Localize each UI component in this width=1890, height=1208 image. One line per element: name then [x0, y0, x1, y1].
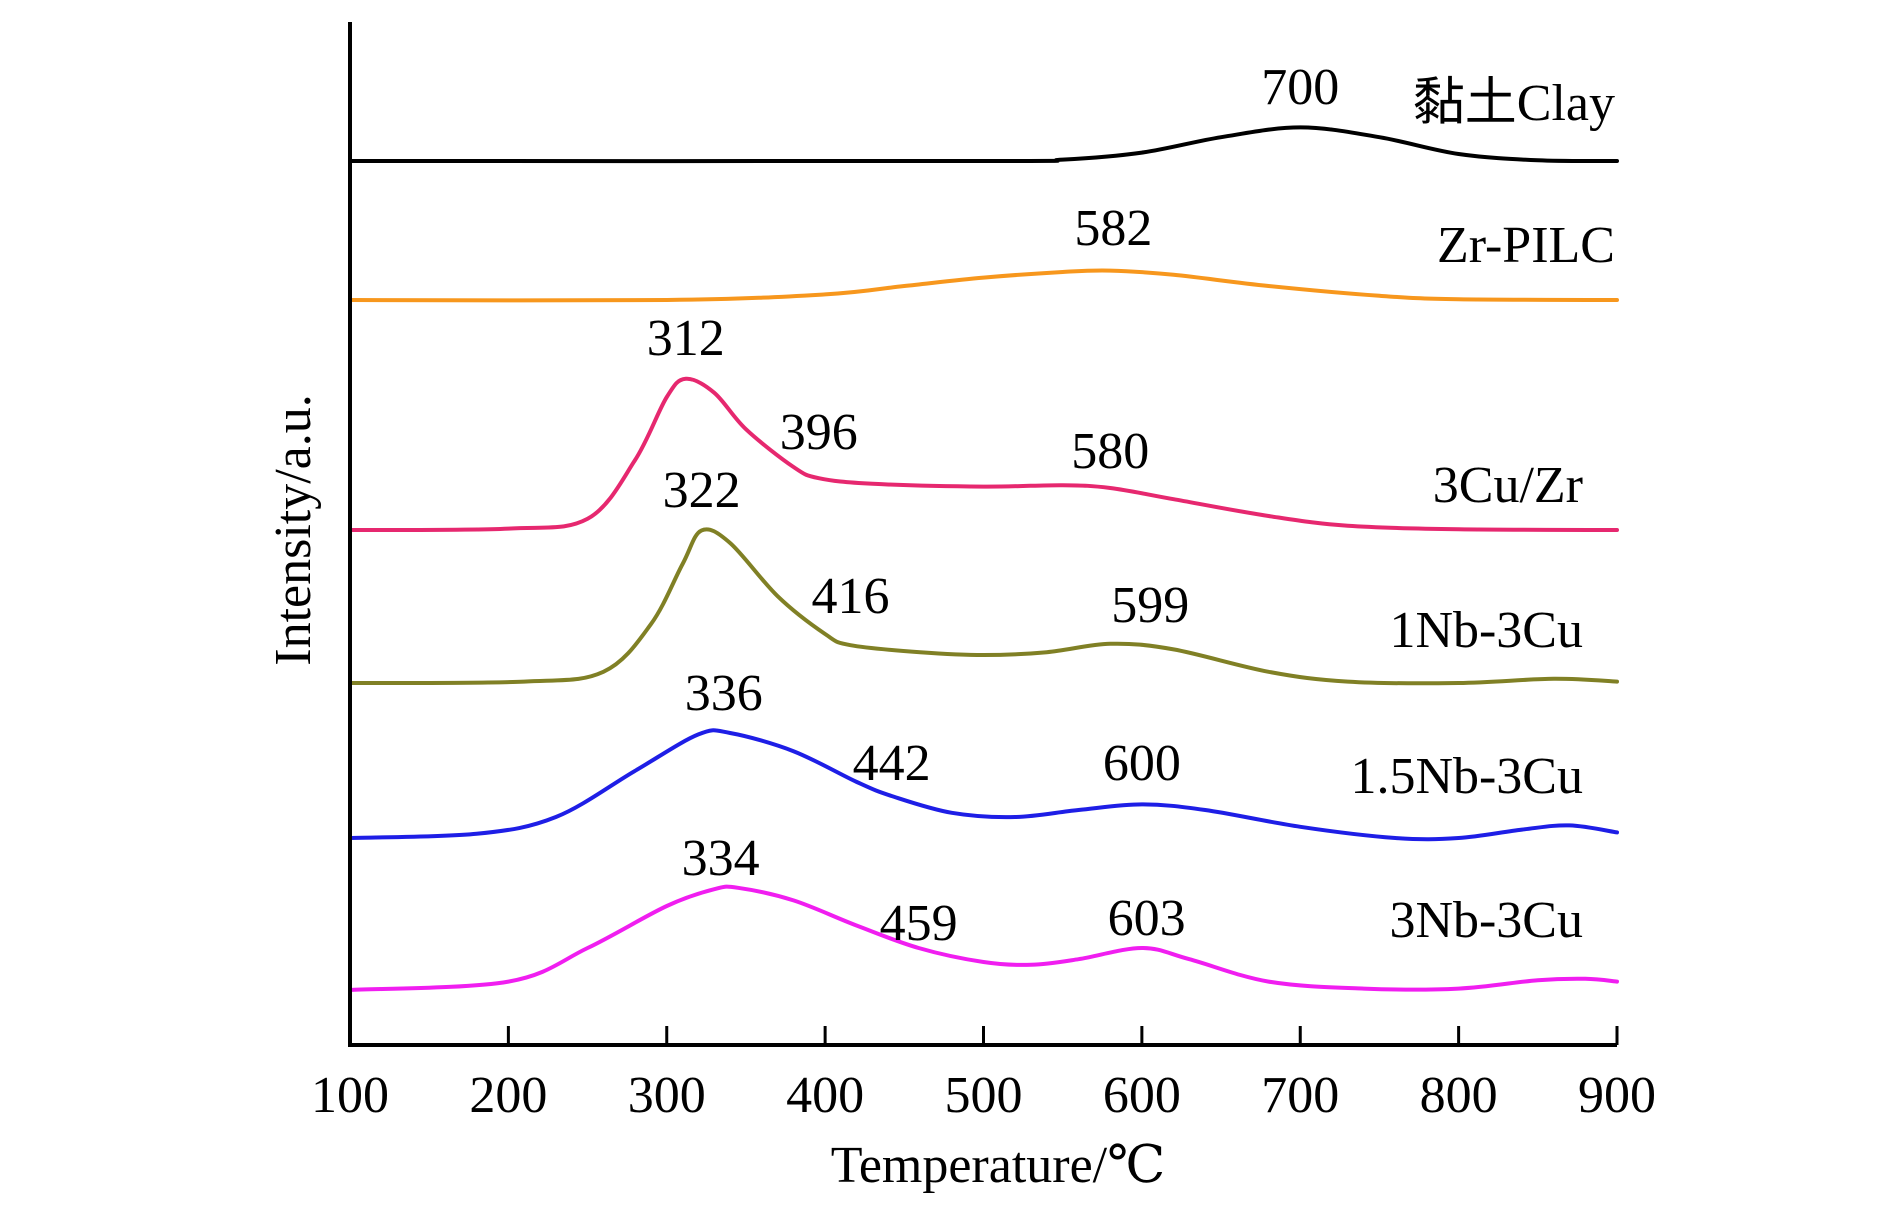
series-line-3: [348, 527, 1619, 686]
series-label-4: 1.5Nb-3Cu: [1350, 748, 1583, 805]
peak-label-0-0: 700: [1261, 59, 1339, 116]
peak-labels: 700 582 312 396 580 322 416 599 336 442 600 334 459 6…: [647, 59, 1340, 952]
peak-label-2-1: 396: [780, 404, 858, 461]
peak-label-3-0: 322: [663, 462, 741, 519]
x-tick-label-6: 700: [1261, 1067, 1339, 1124]
peak-label-5-1: 459: [880, 895, 958, 952]
peak-label-2-2: 580: [1071, 423, 1149, 480]
peak-label-5-2: 603: [1108, 890, 1186, 947]
x-tick-label-3: 400: [786, 1067, 864, 1124]
x-tick-label-7: 800: [1420, 1067, 1498, 1124]
peak-label-3-1: 416: [812, 568, 890, 625]
series-line-0: [348, 125, 1619, 164]
series-label-0: 黏土Clay: [1413, 75, 1615, 132]
peak-label-4-0: 336: [685, 665, 763, 722]
x-ticks: 100 200 300 400 500 600 700 800 900: [311, 1026, 1656, 1124]
series-line-5: [348, 884, 1619, 992]
series-line-1: [348, 268, 1619, 303]
series-line-4: [348, 728, 1619, 842]
peak-label-4-1: 442: [853, 735, 931, 792]
series-label-2: 3Cu/Zr: [1433, 457, 1583, 514]
x-tick-label-5: 600: [1103, 1067, 1181, 1124]
series-labels: 黏土Clay Zr-PILC 3Cu/Zr 1Nb-3Cu 1.5Nb-3Cu 3Nb-3…: [1350, 75, 1615, 949]
x-tick-label-1: 200: [469, 1067, 547, 1124]
x-axis-title: Temperature/℃: [831, 1137, 1166, 1194]
plot-lines: [348, 125, 1619, 992]
series-label-1: Zr-PILC: [1437, 217, 1615, 274]
peak-label-3-2: 599: [1111, 577, 1189, 634]
x-tick-label-8: 900: [1578, 1067, 1656, 1124]
peak-label-1-0: 582: [1074, 200, 1152, 257]
x-tick-label-2: 300: [628, 1067, 706, 1124]
x-tick-label-4: 500: [945, 1067, 1023, 1124]
y-axis-title: Intensity/a.u.: [265, 394, 322, 666]
series-label-3: 1Nb-3Cu: [1389, 602, 1583, 659]
peak-label-4-2: 600: [1103, 735, 1181, 792]
series-label-5: 3Nb-3Cu: [1389, 892, 1583, 949]
peak-label-2-0: 312: [647, 310, 725, 367]
series-line-2: [348, 376, 1619, 532]
peak-label-5-0: 334: [682, 830, 760, 887]
x-tick-label-0: 100: [311, 1067, 389, 1124]
